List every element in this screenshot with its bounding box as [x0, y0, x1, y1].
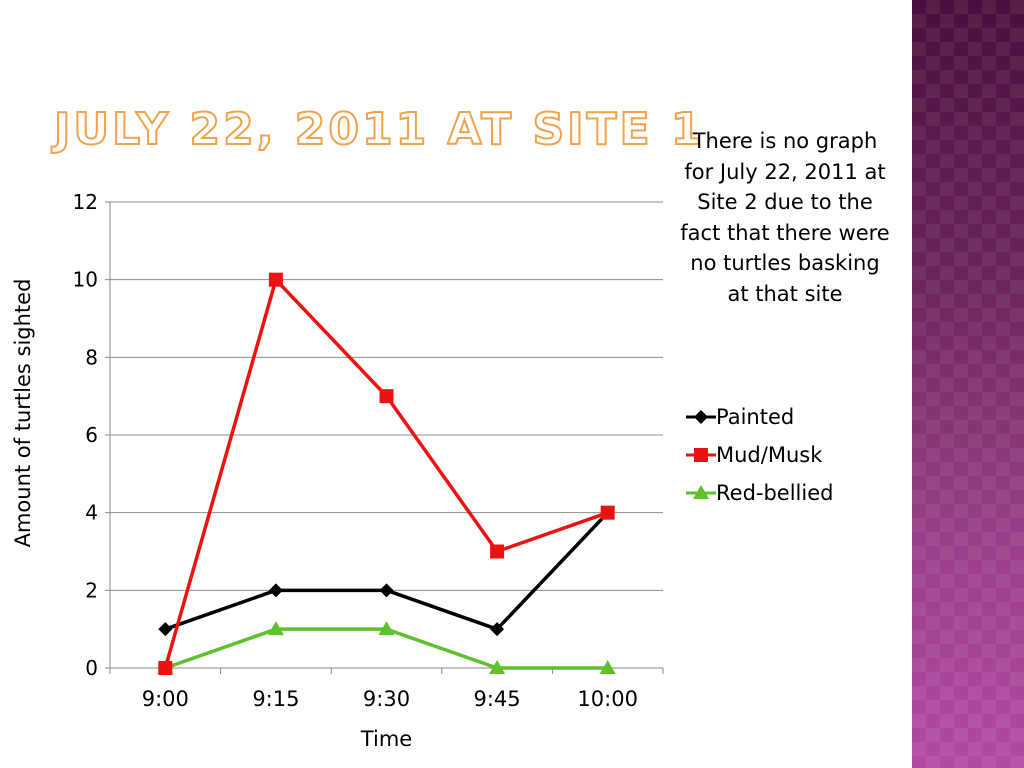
data-point-mud-musk [490, 544, 505, 559]
line-chart: 0 2 4 6 8 10 12 9:00 9:15 9:30 9:45 10:00 Time Amount… [11, 190, 664, 751]
slide-title: July 22, 2011 at Site 1 [53, 103, 705, 156]
y-tick-label: 10 [73, 268, 98, 292]
legend-marker [694, 448, 708, 462]
data-point-painted [268, 583, 283, 598]
y-tick-label: 2 [85, 578, 98, 602]
series-line-painted [164, 511, 609, 631]
data-point-red-bellied [489, 660, 506, 674]
slide-note: There is no graph for July 22, 2011 at S… [680, 129, 890, 306]
legend-item: Mud/Musk [686, 436, 833, 474]
series-line-mud-musk [163, 277, 609, 669]
data-point-mud-musk [600, 505, 615, 520]
data-point-mud-musk [268, 272, 283, 287]
legend-label: Mud/Musk [716, 443, 823, 467]
y-tick-label: 12 [73, 190, 98, 214]
legend-swatch [686, 448, 716, 462]
data-point-painted [490, 622, 505, 637]
x-tick-label: 9:00 [142, 687, 189, 711]
data-point-painted [379, 583, 394, 598]
legend-item: Painted [686, 398, 833, 436]
legend-marker [694, 410, 708, 424]
legend-swatch [686, 485, 716, 499]
y-tick-label: 0 [85, 656, 98, 680]
data-point-mud-musk [158, 661, 173, 675]
data-point-red-bellied [378, 621, 395, 636]
data-point-painted [158, 622, 173, 637]
legend-marker [693, 485, 709, 499]
chart-legend: Painted Mud/Musk Red-bellied [686, 398, 833, 512]
decorative-side-band [912, 0, 1024, 768]
x-tick-label: 9:15 [252, 687, 299, 711]
x-tick-label: 10:00 [577, 687, 638, 711]
x-tick-label: 9:45 [474, 687, 521, 711]
x-axis-title: Time [360, 727, 412, 751]
legend-label: Painted [716, 405, 795, 429]
y-axis-title: Amount of turtles sighted [11, 279, 35, 548]
y-tick-label: 6 [85, 423, 98, 447]
y-tick-label: 8 [85, 345, 98, 369]
legend-label: Red-bellied [716, 481, 834, 505]
y-tick-label: 4 [85, 501, 98, 525]
data-point-mud-musk [379, 389, 394, 404]
legend-swatch [686, 410, 716, 424]
legend-item: Red-bellied [686, 474, 833, 512]
data-point-red-bellied [599, 660, 616, 674]
data-point-red-bellied [267, 621, 284, 636]
x-tick-label: 9:30 [363, 687, 410, 711]
